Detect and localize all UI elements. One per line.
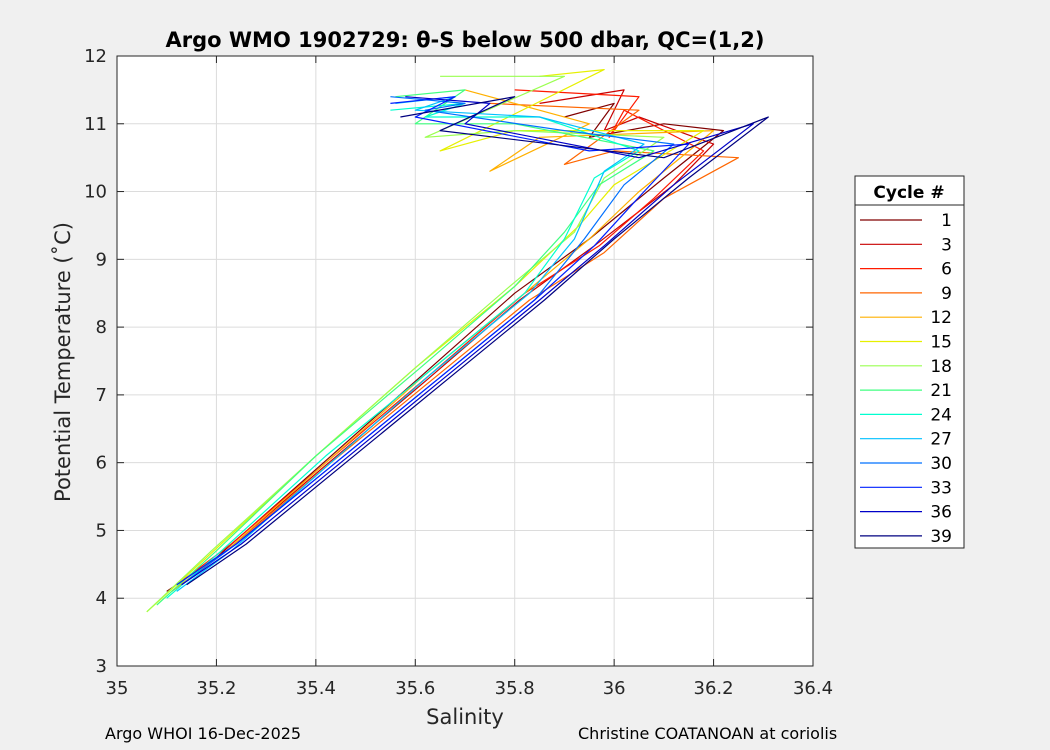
- legend-label: 36: [930, 503, 952, 523]
- x-tick-label: 35.6: [395, 678, 435, 699]
- x-tick-label: 35.2: [196, 678, 236, 699]
- y-tick-label: 10: [84, 182, 107, 203]
- x-tick-label: 36.2: [694, 678, 734, 699]
- legend-label: 39: [930, 527, 952, 547]
- plot-frame: [116, 55, 814, 667]
- x-axis-label: Salinity: [426, 705, 504, 729]
- x-tick-label: 36.4: [793, 678, 833, 699]
- series-line-cycle-27: [176, 96, 645, 592]
- legend-label: 27: [930, 430, 952, 450]
- chart-title: Argo WMO 1902729: θ-S below 500 dbar, QC…: [166, 28, 765, 52]
- y-tick-label: 3: [96, 656, 107, 677]
- footer-right: Christine COATANOAN at coriolis: [578, 724, 838, 743]
- footer-left: Argo WHOI 16-Dec-2025: [105, 724, 302, 743]
- series-line-cycle-39: [186, 96, 769, 586]
- series-line-cycle-12: [171, 89, 715, 592]
- y-tick-label: 11: [84, 114, 107, 135]
- legend-label: 9: [941, 284, 952, 304]
- legend-label: 12: [930, 308, 952, 328]
- series-group: [146, 68, 769, 613]
- series-line-cycle-24: [166, 102, 640, 599]
- legend-label: 3: [941, 235, 952, 255]
- x-tick-label: 35: [106, 678, 129, 699]
- x-tick-label: 35.8: [495, 678, 535, 699]
- y-tick-label: 7: [96, 385, 107, 406]
- y-axis-label: Potential Temperature (˚C): [51, 222, 75, 502]
- series-line-cycle-36: [181, 96, 754, 586]
- legend-label: 33: [930, 478, 952, 498]
- x-tick-label: 35.4: [296, 678, 336, 699]
- y-tick-label: 5: [96, 520, 107, 541]
- legend-title: Cycle #: [873, 183, 944, 203]
- y-tick-label: 8: [96, 317, 107, 338]
- legend-label: 18: [930, 357, 952, 377]
- x-tick-label: 36: [603, 678, 626, 699]
- y-tick-label: 12: [84, 46, 107, 67]
- legend-box: [854, 175, 965, 549]
- legend-label: 15: [930, 333, 952, 353]
- legend-label: 6: [941, 260, 952, 280]
- x-axis-ticks: 35 35.2 35.4 35.6 35.8 36 36.2 36.4: [106, 56, 833, 699]
- series-line-cycle-1: [166, 102, 725, 592]
- legend-label: 30: [930, 454, 952, 474]
- y-tick-label: 9: [96, 249, 107, 270]
- y-tick-label: 6: [96, 453, 107, 474]
- legend-label: 21: [930, 381, 952, 401]
- legend-label: 24: [930, 405, 952, 425]
- y-axis-ticks: 3 4 5 6 7 8 9 10 11 12: [84, 46, 813, 677]
- legend-label: 1: [941, 211, 952, 231]
- y-tick-label: 4: [96, 588, 107, 609]
